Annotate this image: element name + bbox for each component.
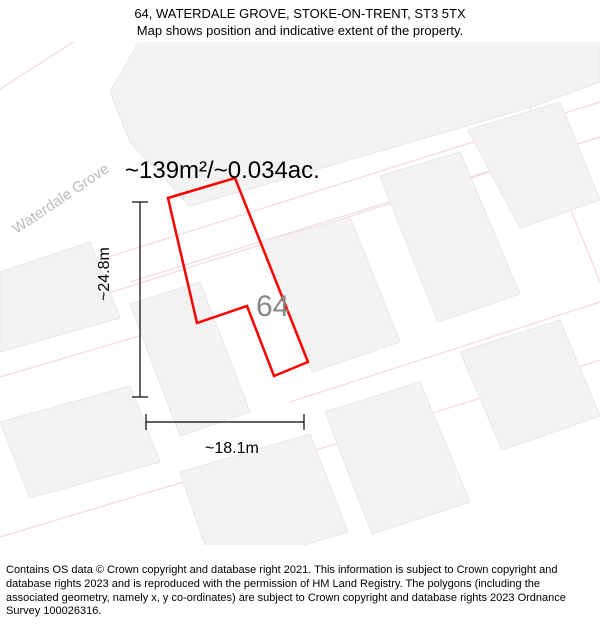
page-title: 64, WATERDALE GROVE, STOKE-ON-TRENT, ST3… <box>10 6 590 23</box>
header: 64, WATERDALE GROVE, STOKE-ON-TRENT, ST3… <box>0 0 600 42</box>
map-container: Waterdale Grove ~139m²/~0.034ac. 64 ~24.… <box>0 42 600 545</box>
buildings-layer <box>0 42 600 545</box>
area-measurement-label: ~139m²/~0.034ac. <box>125 157 320 185</box>
house-number-label: 64 <box>256 290 289 324</box>
horizontal-dimension-label: ~18.1m <box>205 440 259 458</box>
map-svg <box>0 42 600 545</box>
page-subtitle: Map shows position and indicative extent… <box>10 23 590 40</box>
copyright-footer: Contains OS data © Crown copyright and d… <box>0 559 600 625</box>
vertical-dimension-label: ~24.8m <box>96 247 114 301</box>
